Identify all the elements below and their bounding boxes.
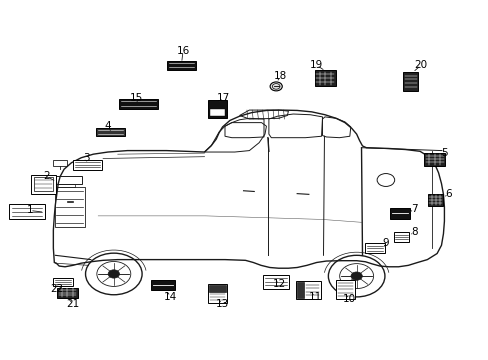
Bar bbox=[297, 282, 304, 298]
Bar bbox=[393, 232, 408, 242]
Bar bbox=[167, 61, 195, 69]
Bar bbox=[365, 243, 384, 253]
Text: 11: 11 bbox=[308, 292, 321, 302]
Bar bbox=[151, 280, 175, 291]
Text: 22: 22 bbox=[51, 284, 64, 294]
Text: 12: 12 bbox=[272, 279, 285, 289]
Text: 14: 14 bbox=[163, 292, 177, 302]
Bar bbox=[55, 187, 84, 226]
Text: 13: 13 bbox=[216, 299, 229, 309]
Bar bbox=[403, 72, 417, 91]
Bar bbox=[263, 275, 289, 289]
Bar bbox=[207, 284, 227, 303]
Bar bbox=[389, 208, 409, 219]
Bar bbox=[96, 128, 125, 136]
Text: 18: 18 bbox=[273, 71, 286, 81]
Bar bbox=[210, 109, 224, 116]
Bar bbox=[57, 288, 78, 298]
Text: 9: 9 bbox=[382, 238, 388, 248]
Text: 4: 4 bbox=[104, 121, 111, 131]
Bar bbox=[31, 175, 56, 194]
Text: 17: 17 bbox=[216, 93, 229, 103]
Text: 20: 20 bbox=[414, 60, 427, 70]
Bar bbox=[9, 204, 44, 220]
Circle shape bbox=[350, 272, 362, 280]
Bar bbox=[53, 278, 73, 286]
Bar bbox=[335, 280, 354, 299]
Circle shape bbox=[269, 82, 282, 91]
Text: 15: 15 bbox=[129, 93, 142, 103]
Bar bbox=[423, 153, 445, 166]
Bar bbox=[34, 177, 53, 192]
Bar bbox=[314, 70, 335, 86]
Bar bbox=[208, 285, 226, 292]
Text: 8: 8 bbox=[410, 227, 417, 237]
Text: 16: 16 bbox=[176, 46, 189, 56]
Text: 3: 3 bbox=[82, 153, 89, 163]
Bar bbox=[296, 281, 320, 299]
Bar bbox=[55, 184, 75, 187]
Text: 19: 19 bbox=[309, 60, 323, 70]
Text: 5: 5 bbox=[440, 148, 447, 158]
Bar bbox=[427, 194, 443, 206]
Bar bbox=[119, 99, 158, 109]
Circle shape bbox=[108, 270, 119, 278]
Text: 10: 10 bbox=[342, 294, 355, 304]
Bar bbox=[53, 160, 67, 166]
Text: 7: 7 bbox=[410, 204, 417, 215]
Text: 6: 6 bbox=[444, 189, 451, 199]
Bar bbox=[55, 176, 82, 184]
Bar bbox=[73, 160, 102, 170]
Text: 21: 21 bbox=[66, 299, 80, 309]
Text: 2: 2 bbox=[43, 171, 50, 181]
Text: 1: 1 bbox=[26, 206, 33, 216]
Bar bbox=[208, 100, 226, 118]
